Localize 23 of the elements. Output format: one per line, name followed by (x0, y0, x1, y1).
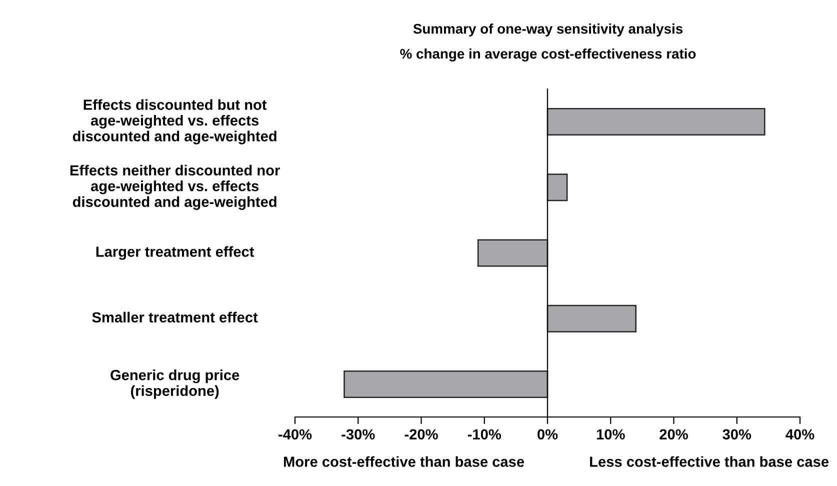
x-tick-label: 40% (786, 429, 814, 440)
bar (344, 370, 548, 398)
bar (546, 108, 766, 136)
x-tick-label: 30% (722, 429, 752, 440)
bar (546, 304, 636, 332)
text: Less cost-effective than base case (590, 456, 829, 467)
x-tick-label: -20% (404, 429, 438, 440)
y-tick-label: Smaller treatment effect (92, 312, 258, 323)
x-tick-label: -30% (342, 429, 375, 440)
bar (546, 174, 568, 202)
x-tick-label: -40% (278, 429, 312, 440)
chart-subtitle: % change in average cost-effectiveness ratio (400, 48, 696, 62)
x-tick-label: -10% (468, 429, 502, 440)
y-tick-label: Larger treatment effect (96, 246, 254, 260)
y-tick-label: Generic drug price (risperidone) (110, 370, 240, 399)
y-tick-label: Effects discounted but not age-weighted vs. effects discounted and age-weighted (72, 99, 276, 144)
x-tick-label: 10% (596, 429, 625, 440)
x-tick-label: 20% (660, 429, 688, 440)
chart-title: Summary of one-way sensitivity analysis (413, 24, 683, 36)
x-tick-label: 0% (538, 429, 558, 440)
text: More cost-effective than base case (284, 456, 524, 467)
y-tick-label: Effects neither discounted nor age-weighted vs. effects discounted and age-weighted (70, 164, 280, 210)
bar (477, 239, 548, 267)
